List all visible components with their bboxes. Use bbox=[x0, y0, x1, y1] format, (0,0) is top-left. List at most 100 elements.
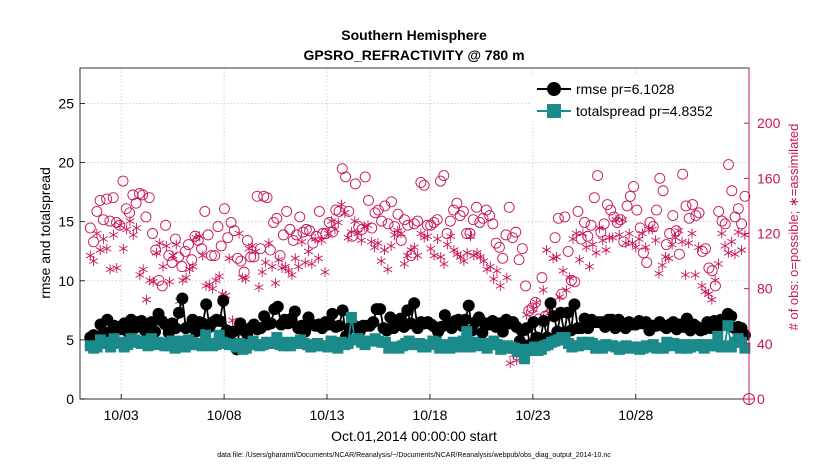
rmse-point bbox=[288, 305, 301, 318]
possible-obs-point bbox=[497, 252, 509, 264]
asterisk-stroke bbox=[125, 218, 135, 224]
assimilated-obs-point bbox=[300, 257, 310, 268]
possible-obs-point bbox=[130, 197, 142, 209]
possible-obs-point bbox=[120, 203, 132, 215]
legend-spread-marker bbox=[547, 104, 561, 118]
assimilated-obs-point bbox=[538, 285, 548, 296]
asterisk-stroke bbox=[657, 262, 667, 269]
possible-obs-point bbox=[706, 265, 718, 277]
assimilated-obs-point bbox=[214, 271, 224, 282]
possible-obs-point bbox=[294, 211, 306, 223]
asterisk-stroke bbox=[346, 229, 357, 236]
right-y-axis-label: # of obs: o=possible; ∗=assimilated bbox=[786, 124, 801, 331]
spread-point bbox=[271, 332, 283, 344]
spread-point bbox=[722, 320, 734, 332]
asterisk-stroke bbox=[118, 245, 128, 252]
assimilated-obs-point bbox=[422, 231, 433, 242]
asterisk-stroke bbox=[591, 249, 601, 256]
assimilated-obs-point bbox=[439, 258, 449, 269]
assimilated-obs-point bbox=[528, 304, 538, 315]
possible-obs-point bbox=[91, 205, 103, 217]
possible-obs-point bbox=[474, 217, 486, 228]
asterisk-stroke bbox=[224, 255, 234, 262]
possible-obs-point bbox=[588, 192, 600, 204]
assimilated-obs-point bbox=[353, 228, 363, 239]
asterisk-stroke bbox=[578, 230, 588, 237]
asterisk-stroke bbox=[492, 267, 502, 274]
rmse-point bbox=[326, 307, 339, 320]
possible-obs-point bbox=[202, 229, 214, 241]
possible-obs-point bbox=[166, 257, 178, 268]
asterisk-stroke bbox=[495, 283, 505, 289]
assimilated-obs-point bbox=[413, 250, 423, 261]
possible-obs-point bbox=[696, 245, 708, 257]
possible-obs-point bbox=[363, 194, 374, 206]
assimilated-obs-point bbox=[264, 238, 274, 249]
assimilated-obs-point bbox=[224, 253, 234, 264]
asterisk-stroke bbox=[409, 244, 419, 251]
possible-obs-point bbox=[493, 241, 505, 253]
possible-obs-point bbox=[140, 211, 152, 223]
assimilated-obs-point bbox=[327, 216, 337, 227]
asterisk-stroke bbox=[194, 233, 204, 240]
possible-obs-point bbox=[736, 218, 748, 230]
assimilated-obs-point bbox=[340, 207, 350, 218]
possible-obs-point bbox=[438, 170, 450, 182]
possible-obs-point bbox=[608, 211, 620, 223]
asterisk-stroke bbox=[148, 278, 158, 285]
y-tick-labels: 0 5 10 15 20 25 bbox=[58, 95, 74, 407]
x-tick-label: 10/18 bbox=[412, 407, 447, 423]
x-gridlines bbox=[120, 68, 637, 399]
possible-obs-point bbox=[503, 201, 515, 213]
y-tick-label: 10 bbox=[58, 273, 74, 289]
assimilated-obs-point bbox=[578, 228, 588, 239]
assimilated-obs-point bbox=[432, 234, 442, 245]
spread-point bbox=[166, 335, 178, 347]
possible-obs-point bbox=[621, 200, 633, 212]
possible-obs-point bbox=[97, 214, 109, 226]
asterisk-stroke bbox=[320, 269, 330, 276]
assimilated-obs-point bbox=[274, 254, 284, 265]
assimilated-obs-point bbox=[657, 260, 667, 271]
y-tick-label: 20 bbox=[58, 155, 74, 171]
assimilated-obs-point bbox=[350, 216, 360, 227]
possible-obs-point bbox=[644, 217, 656, 228]
asterisk-stroke bbox=[601, 247, 611, 253]
possible-obs-point bbox=[183, 239, 194, 250]
asterisk-stroke bbox=[588, 241, 598, 248]
possible-obs-point bbox=[677, 168, 689, 180]
asterisk-stroke bbox=[677, 238, 687, 245]
assimilated-obs-point bbox=[138, 264, 148, 275]
assimilated-obs-point bbox=[181, 272, 191, 283]
asterisk-stroke bbox=[102, 245, 112, 252]
asterisk-stroke bbox=[684, 240, 694, 247]
spread-point bbox=[515, 343, 527, 355]
possible-obs-point bbox=[572, 205, 584, 217]
possible-obs-point bbox=[510, 226, 522, 238]
rmse-point bbox=[271, 300, 284, 313]
asterisk-stroke bbox=[317, 237, 327, 244]
assimilated-obs-point bbox=[687, 228, 697, 239]
possible-obs-point bbox=[592, 170, 604, 182]
assimilated-obs-point bbox=[310, 234, 320, 245]
rmse-point bbox=[374, 303, 387, 316]
rmse-point bbox=[135, 314, 148, 327]
possible-obs-point bbox=[634, 222, 646, 234]
rmse-point bbox=[333, 319, 346, 332]
possible-obs-point bbox=[84, 222, 96, 234]
possible-obs-point bbox=[415, 177, 427, 188]
assimilated-obs-point bbox=[684, 238, 694, 249]
asterisk-stroke bbox=[287, 271, 297, 278]
asterisk-stroke bbox=[584, 263, 595, 270]
asterisk-stroke bbox=[290, 255, 300, 262]
assimilated-obs-point bbox=[465, 231, 476, 242]
asterisk-stroke bbox=[624, 230, 634, 237]
asterisk-stroke bbox=[251, 248, 261, 255]
assimilated-obs-point bbox=[376, 256, 386, 267]
asterisk-stroke bbox=[446, 233, 456, 240]
possible-obs-point bbox=[241, 234, 253, 246]
possible-obs-point bbox=[680, 200, 692, 212]
possible-obs-point bbox=[654, 172, 666, 184]
asterisk-stroke bbox=[561, 287, 571, 293]
asterisk-stroke bbox=[274, 256, 284, 263]
